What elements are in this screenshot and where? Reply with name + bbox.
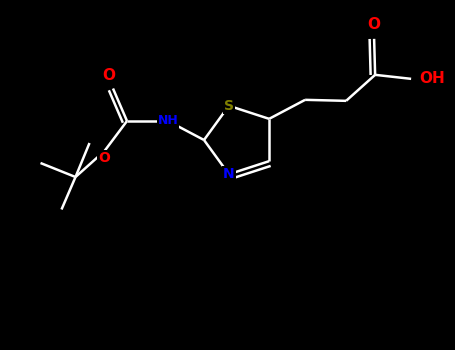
Text: O: O: [368, 18, 381, 32]
Text: NH: NH: [157, 114, 178, 127]
Text: O: O: [102, 69, 116, 84]
Text: OH: OH: [419, 71, 445, 86]
Text: N: N: [223, 167, 235, 181]
Text: O: O: [99, 152, 111, 166]
Text: S: S: [224, 99, 234, 113]
